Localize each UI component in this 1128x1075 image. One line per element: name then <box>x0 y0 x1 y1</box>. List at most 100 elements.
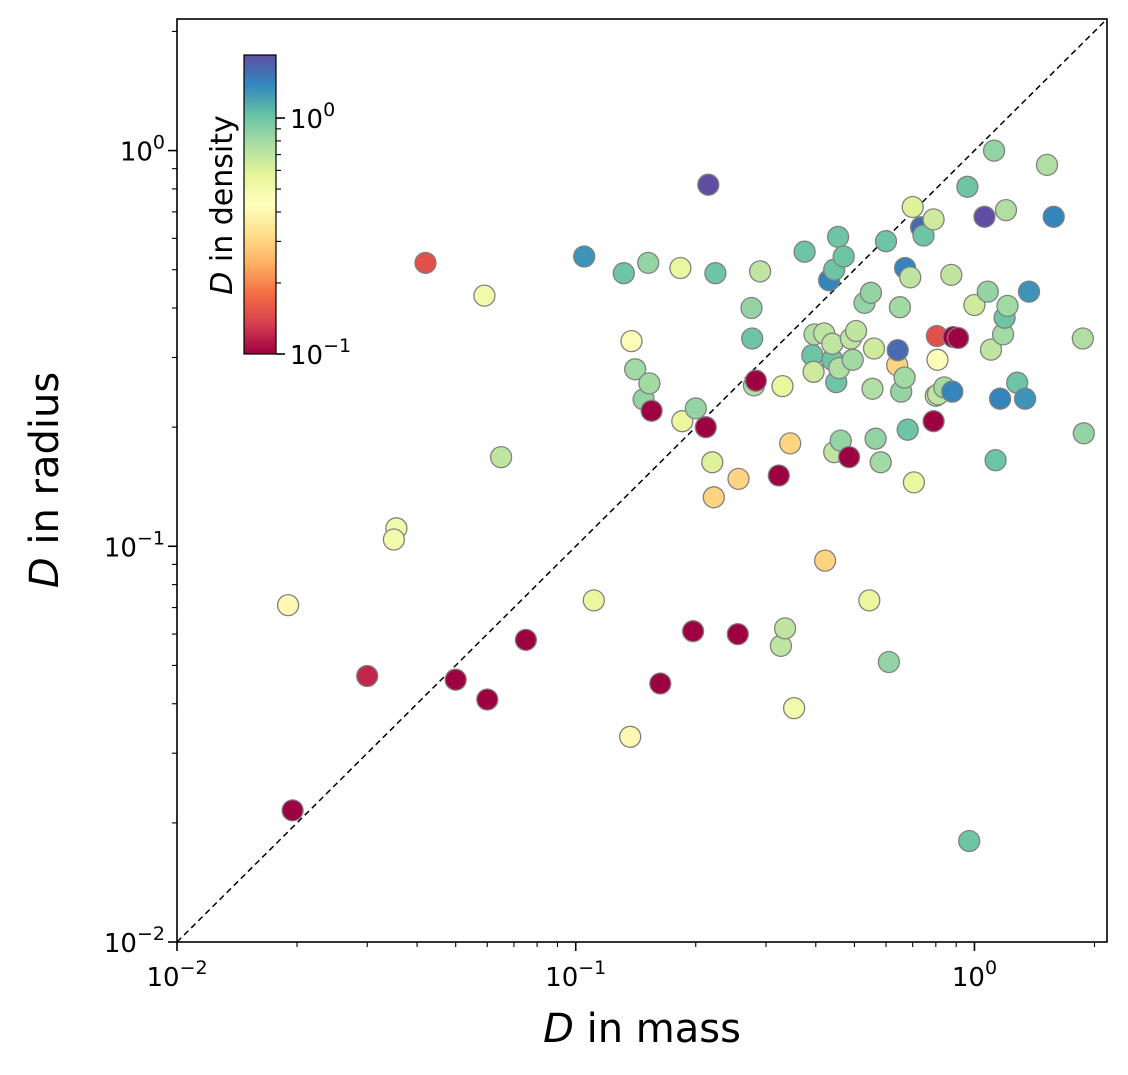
data-point <box>744 369 768 392</box>
data-point <box>356 664 379 688</box>
data-point <box>973 205 996 228</box>
x-tick-label: 100 <box>952 957 997 993</box>
data-point <box>1042 205 1065 228</box>
data-point <box>982 139 1006 162</box>
data-point <box>859 281 883 304</box>
data-point <box>813 549 837 572</box>
x-tick-label: 10−2 <box>146 957 207 993</box>
data-point <box>877 650 901 674</box>
data-point <box>793 240 816 263</box>
x-tick-label: 10−1 <box>545 957 606 993</box>
data-point <box>869 451 892 474</box>
data-point <box>637 251 660 275</box>
data-point <box>727 467 750 491</box>
data-point <box>941 380 964 403</box>
data-point <box>681 620 705 643</box>
data-point <box>414 251 437 275</box>
data-point <box>640 399 663 422</box>
data-point <box>694 416 717 439</box>
data-point <box>844 319 868 343</box>
data-point <box>940 263 963 287</box>
data-point <box>782 696 806 720</box>
data-point <box>858 589 881 612</box>
data-point <box>994 198 1018 222</box>
data-point <box>862 337 886 360</box>
data-point <box>573 245 596 268</box>
data-point <box>779 432 802 455</box>
colorbar-ticks: 10−1 100 <box>276 99 351 371</box>
data-point <box>702 486 725 509</box>
data-point <box>624 358 647 381</box>
data-point <box>802 360 825 383</box>
data-point <box>902 471 926 494</box>
data-point <box>888 296 912 319</box>
data-point <box>701 451 724 474</box>
data-point <box>473 284 496 307</box>
identity-reference-line <box>177 19 1107 942</box>
data-point <box>476 688 499 711</box>
data-point <box>740 296 763 320</box>
data-point <box>1071 327 1094 350</box>
data-point <box>741 327 764 350</box>
y-tick-label: 10−1 <box>104 527 165 563</box>
data-point <box>832 245 855 268</box>
data-point <box>956 175 979 198</box>
data-point <box>984 449 1007 472</box>
data-point <box>1017 280 1041 303</box>
x-axis-ticks: 10−2 10−1 100 <box>146 942 1096 993</box>
data-point <box>1072 422 1095 445</box>
plot-frame <box>176 18 1108 943</box>
data-point <box>582 589 605 612</box>
data-point <box>638 372 661 395</box>
data-point <box>922 208 945 231</box>
data-point <box>958 829 981 853</box>
data-point <box>926 348 949 371</box>
data-point <box>489 445 513 469</box>
data-point <box>684 397 707 420</box>
scatter-points <box>276 139 1095 853</box>
colorbar-tick-label: 10−1 <box>290 335 351 371</box>
data-point <box>912 224 935 247</box>
data-point <box>864 427 887 450</box>
data-point <box>996 294 1019 318</box>
data-point <box>671 410 694 433</box>
colorbar-label: D in density <box>205 115 240 295</box>
data-point <box>922 410 945 433</box>
data-point <box>893 366 916 389</box>
data-point <box>697 173 720 196</box>
x-axis-label: D in mass <box>543 1006 741 1052</box>
data-point <box>896 418 919 441</box>
colorbar: 10−1 100 D in density <box>205 54 351 371</box>
data-point <box>276 593 300 617</box>
data-point <box>946 326 970 350</box>
data-point <box>861 377 884 400</box>
data-point <box>976 280 999 303</box>
data-point <box>767 464 790 487</box>
data-point <box>899 266 922 289</box>
data-point <box>620 329 643 353</box>
data-point <box>837 445 861 469</box>
data-point <box>619 725 642 748</box>
colorbar-gradient <box>243 54 277 355</box>
y-axis-label: D in radius <box>22 372 68 588</box>
data-point <box>514 628 538 652</box>
data-point <box>988 387 1012 410</box>
data-point <box>704 262 727 285</box>
data-point <box>1013 387 1037 410</box>
data-point <box>886 339 909 362</box>
data-point <box>901 195 924 219</box>
y-axis-ticks: 10−2 10−1 100 <box>104 30 177 959</box>
data-point <box>826 225 850 249</box>
data-point <box>281 799 304 822</box>
data-point <box>669 256 692 280</box>
data-point <box>444 668 467 691</box>
data-point <box>726 622 749 646</box>
y-tick-label: 10−2 <box>104 923 165 959</box>
y-tick-label: 100 <box>120 132 165 168</box>
data-point <box>874 230 898 253</box>
data-point <box>382 528 406 551</box>
data-point <box>612 262 635 285</box>
data-point <box>1035 153 1059 177</box>
data-point <box>649 672 672 695</box>
